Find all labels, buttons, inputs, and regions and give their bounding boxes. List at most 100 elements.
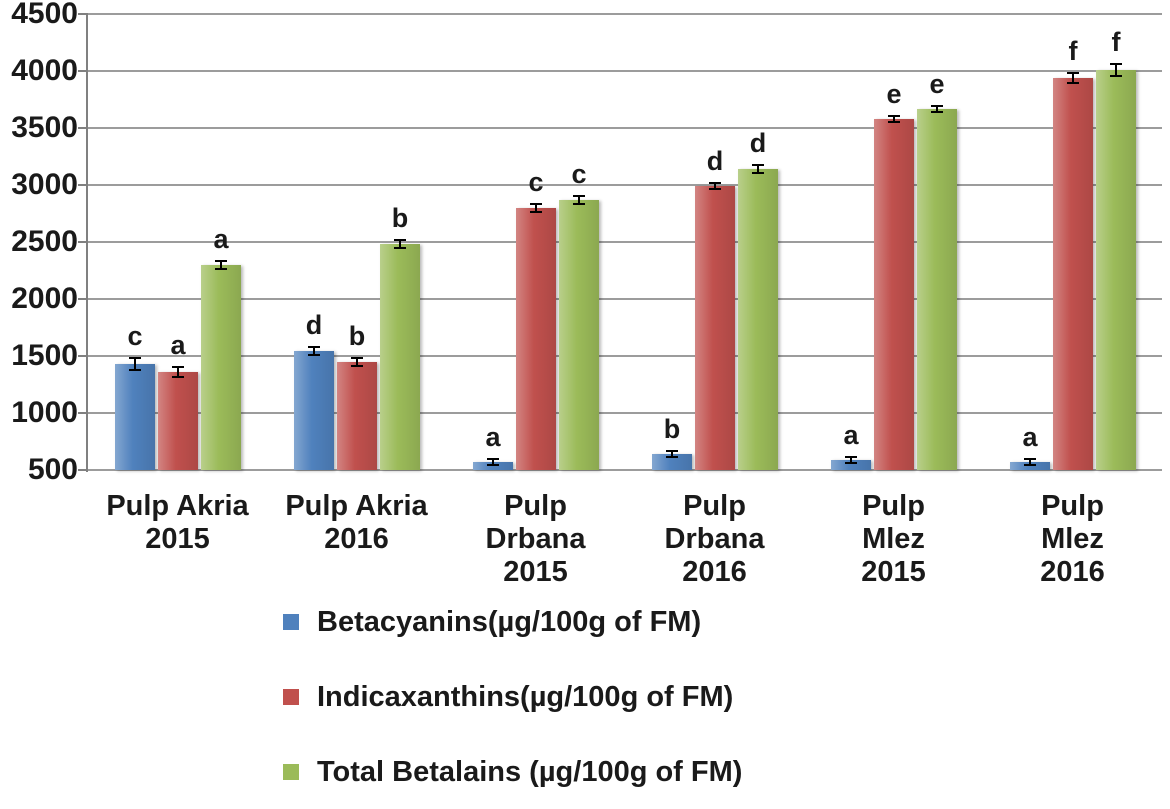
legend-swatch-betacyanins-icon [283, 614, 299, 630]
gridline [88, 13, 1162, 15]
significance-letter: d [706, 146, 724, 176]
bar-total-betalains [1096, 70, 1136, 470]
y-axis-tick [78, 70, 88, 72]
gridline [88, 241, 1162, 243]
legend: Betacyanins(µg/100g of FM) Indicaxanthin… [283, 606, 742, 809]
gridline [88, 355, 1162, 357]
y-axis-label: 2500 [11, 225, 78, 258]
significance-letter: e [929, 69, 945, 99]
bar-betacyanins [294, 351, 334, 470]
y-axis-tick [78, 184, 88, 186]
bar-betacyanins [831, 460, 871, 470]
legend-swatch-total-betalains-icon [283, 764, 299, 780]
bar-indicaxanthins [516, 208, 556, 470]
legend-item-betacyanins: Betacyanins(µg/100g of FM) [283, 606, 742, 638]
y-axis-tick [78, 127, 88, 129]
significance-letter: c [571, 159, 587, 189]
gridline [88, 127, 1162, 129]
bar-total-betalains [738, 169, 778, 470]
x-axis-label: Pulp Mlez 2015 [861, 490, 926, 588]
error-bar [172, 366, 184, 378]
x-axis-label: Pulp Akria 2016 [285, 490, 428, 555]
error-bar [1024, 458, 1036, 466]
error-bar [487, 458, 499, 466]
error-bar [129, 357, 141, 371]
significance-letter: b [663, 414, 681, 444]
error-bar [394, 239, 406, 249]
gridline [88, 184, 1162, 186]
y-axis-labels: 500 1000 1500 2000 2500 3000 3500 4000 4500 [0, 0, 78, 520]
x-axis-labels: Pulp Akria 2015 Pulp Akria 2016 Pulp Drban… [88, 490, 1162, 589]
significance-letter: b [391, 203, 409, 233]
y-axis-line [86, 13, 88, 472]
x-axis-label: Pulp Akria 2015 [106, 490, 249, 555]
y-axis-tick [78, 355, 88, 357]
significance-letter: b [348, 321, 366, 351]
significance-letter: d [749, 128, 767, 158]
bar-total-betalains [201, 265, 241, 470]
y-axis-label: 3000 [11, 168, 78, 201]
error-bar [666, 450, 678, 458]
bar-indicaxanthins [1053, 78, 1093, 470]
bar-total-betalains [380, 244, 420, 470]
y-axis-tick [78, 13, 88, 15]
significance-letter: a [843, 420, 859, 450]
bar-indicaxanthins [158, 372, 198, 470]
y-axis-tick [78, 469, 88, 471]
bar-betacyanins [1010, 462, 1050, 470]
y-axis-label: 500 [27, 453, 78, 486]
y-axis-label: 1500 [11, 339, 78, 372]
gridline [88, 469, 1162, 471]
significance-letter: e [886, 79, 902, 109]
error-bar [351, 357, 363, 367]
legend-label-betacyanins: Betacyanins(µg/100g of FM) [317, 605, 702, 638]
legend-item-total-betalains: Total Betalains (µg/100g of FM) [283, 756, 742, 788]
significance-letter: c [528, 167, 544, 197]
error-bar [308, 346, 320, 356]
significance-letter: d [305, 310, 323, 340]
error-bar [888, 115, 900, 123]
y-axis-label: 1000 [11, 396, 78, 429]
y-axis-tick [78, 298, 88, 300]
legend-label-indicaxanthins: Indicaxanthins(µg/100g of FM) [317, 680, 734, 713]
error-bar [931, 105, 943, 113]
significance-letter: a [213, 224, 229, 254]
x-axis-label: Pulp Mlez 2016 [1040, 490, 1105, 588]
error-bar [845, 456, 857, 464]
y-axis-tick [78, 241, 88, 243]
bar-indicaxanthins [874, 119, 914, 470]
error-bar [1110, 63, 1122, 77]
error-bar [530, 203, 542, 213]
significance-letter: a [170, 330, 186, 360]
x-axis-label: Pulp Drbana 2016 [664, 490, 765, 588]
y-axis-label: 4500 [11, 0, 78, 30]
gridline [88, 412, 1162, 414]
gridline [88, 298, 1162, 300]
bar-total-betalains [559, 200, 599, 470]
significance-letter: f [1068, 36, 1078, 66]
bar-betacyanins [115, 364, 155, 470]
y-axis-tick [78, 412, 88, 414]
significance-letter: a [485, 422, 501, 452]
significance-letter: a [1022, 422, 1038, 452]
legend-label-total-betalains: Total Betalains (µg/100g of FM) [317, 755, 743, 788]
x-axis-label: Pulp Drbana 2015 [485, 490, 586, 588]
y-axis-label: 3500 [11, 111, 78, 144]
significance-letter: f [1111, 27, 1121, 57]
legend-item-indicaxanthins: Indicaxanthins(µg/100g of FM) [283, 681, 742, 713]
error-bar [1067, 72, 1079, 84]
gridline [88, 70, 1162, 72]
y-axis-label: 4000 [11, 54, 78, 87]
bar-indicaxanthins [695, 186, 735, 470]
legend-swatch-indicaxanthins-icon [283, 689, 299, 705]
bar-betacyanins [473, 462, 513, 470]
error-bar [709, 182, 721, 190]
error-bar [573, 195, 585, 205]
y-axis-label: 2000 [11, 282, 78, 315]
error-bar [752, 164, 764, 174]
bar-total-betalains [917, 109, 957, 470]
error-bar [215, 260, 227, 270]
bar-indicaxanthins [337, 362, 377, 470]
